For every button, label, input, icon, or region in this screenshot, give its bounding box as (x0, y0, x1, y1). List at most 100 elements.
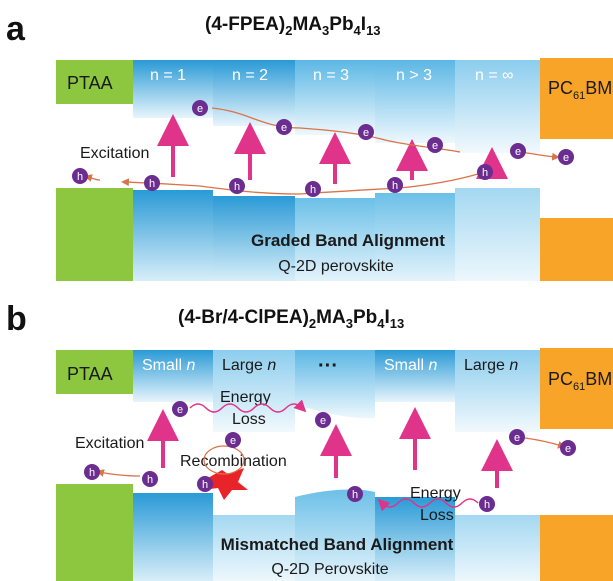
electron-b4 (509, 429, 525, 445)
energy-loss-label-b2-line2: Loss (420, 507, 454, 524)
cb-b-large-1 (213, 350, 295, 432)
phase-label-n4: n > 3 (396, 67, 432, 84)
ptaa-block-a-top (56, 60, 133, 104)
ptaa-label-a: PTAA (67, 73, 113, 93)
panel-b-title: (4-Br/4-ClPEA)2MA3Pb4I13 (178, 307, 404, 331)
hole-b4-label: h (352, 489, 358, 501)
electron-b3 (225, 432, 241, 448)
phase-label-ninf: n = ∞ (475, 67, 514, 84)
electron-a2-label: e (281, 122, 287, 134)
pcbm-block-b-bottom (540, 515, 613, 581)
vb-n2 (213, 196, 295, 281)
ptaa-block-b-top (56, 350, 133, 394)
electron-a4-label: e (432, 140, 438, 152)
electron-b1 (172, 401, 188, 417)
phase-label-n2: n = 2 (232, 67, 268, 84)
electron-b5 (560, 440, 576, 456)
vb-n1 (133, 190, 213, 281)
cb-n4 (375, 60, 455, 143)
electron-a2 (276, 119, 292, 135)
hole-a1-label: h (77, 171, 83, 183)
hole-a1 (72, 168, 88, 184)
panel-a-letter: a (6, 10, 26, 48)
hole-a3 (229, 178, 245, 194)
hole-b1 (84, 464, 100, 480)
vb-n3 (295, 198, 375, 281)
hole-a5-label: h (392, 180, 398, 192)
phase-label-b5: Large n (464, 357, 518, 374)
phase-label-b2: Large n (222, 357, 276, 374)
phase-label-b1: Small n (142, 357, 195, 374)
vb-b-small-1 (133, 493, 213, 581)
phase-label-b4: Small n (384, 357, 437, 374)
panel-a-title: (4-FPEA)2MA3Pb4I13 (205, 14, 381, 38)
pcbm-block-a-top (540, 58, 613, 139)
electron-a4 (427, 137, 443, 153)
excitation-label-b: Excitation (75, 435, 144, 452)
hole-a2-label: h (149, 178, 155, 190)
hole-b5 (479, 496, 495, 512)
hole-b2 (142, 471, 158, 487)
vb-b-large-1 (213, 515, 295, 581)
panel-b-letter: b (6, 300, 27, 338)
hole-b4 (347, 486, 363, 502)
electron-b4-label: e (514, 432, 520, 444)
hole-b3-label: h (202, 479, 208, 491)
pcbm-block-b-top (540, 348, 613, 429)
excitation-label-a: Excitation (80, 145, 149, 162)
energy-loss-label-b1-line1: Energy (220, 389, 271, 406)
alignment-label-a: Graded Band Alignment (251, 231, 445, 250)
electron-a3-label: e (363, 127, 369, 139)
recombination-loop (203, 445, 245, 475)
cb-b-large-2 (455, 350, 540, 432)
hole-b3 (197, 476, 213, 492)
hole-a6-label: h (482, 167, 488, 179)
hole-flow-b (96, 469, 141, 477)
cb-n2 (213, 60, 295, 126)
ptaa-block-a-bottom (56, 188, 133, 281)
hole-a3-label: h (234, 181, 240, 193)
ptaa-label-b: PTAA (67, 364, 113, 384)
recombination-label: Recombination (180, 453, 287, 470)
electron-a3 (358, 124, 374, 140)
ptaa-block-b-bottom (56, 484, 133, 581)
hole-a6 (477, 164, 493, 180)
electrons-a: e e e e e e (192, 100, 574, 165)
phase-label-n1: n = 1 (150, 67, 186, 84)
phase-label-n3: n = 3 (313, 67, 349, 84)
electron-b2-label: e (320, 415, 326, 427)
hole-a5 (387, 177, 403, 193)
material-label-b: Q-2D Perovskite (271, 561, 388, 578)
hole-flow-a (121, 173, 479, 195)
vb-b-middle (295, 489, 375, 581)
electron-a6 (558, 149, 574, 165)
hole-b5-label: h (484, 499, 490, 511)
pcbm-label-b: PC61BM (548, 369, 612, 393)
electron-b1-label: e (177, 404, 183, 416)
holes-b: h h h h h (84, 464, 495, 512)
hole-flow-a-left (84, 174, 101, 182)
pcbm-block-a-bottom (540, 218, 613, 281)
pcbm-label-a: PC61BM (548, 78, 612, 102)
material-label-a: Q-2D perovskite (278, 258, 394, 275)
hole-b2-label: h (147, 474, 153, 486)
phase-label-b3: ··· (318, 355, 338, 377)
electron-a1 (192, 100, 208, 116)
electron-flow-a (211, 107, 461, 153)
hole-a4 (305, 181, 321, 197)
cb-b-small-2 (375, 350, 455, 402)
electron-b5-label: e (565, 443, 571, 455)
vb-ninf (455, 188, 540, 281)
cb-b-middle (295, 350, 375, 419)
energy-loss-wave-b1 (189, 399, 307, 413)
energy-loss-label-b2-line1: Energy (410, 485, 461, 502)
electron-a6-label: e (563, 152, 569, 164)
hole-a2 (144, 175, 160, 191)
electron-a5-label: e (515, 146, 521, 158)
energy-loss-wave-b2 (377, 498, 479, 512)
energy-loss-label-b1-line2: Loss (232, 411, 266, 428)
hole-b1-label: h (89, 467, 95, 479)
hole-a4-label: h (310, 184, 316, 196)
cb-ninf (455, 60, 540, 153)
